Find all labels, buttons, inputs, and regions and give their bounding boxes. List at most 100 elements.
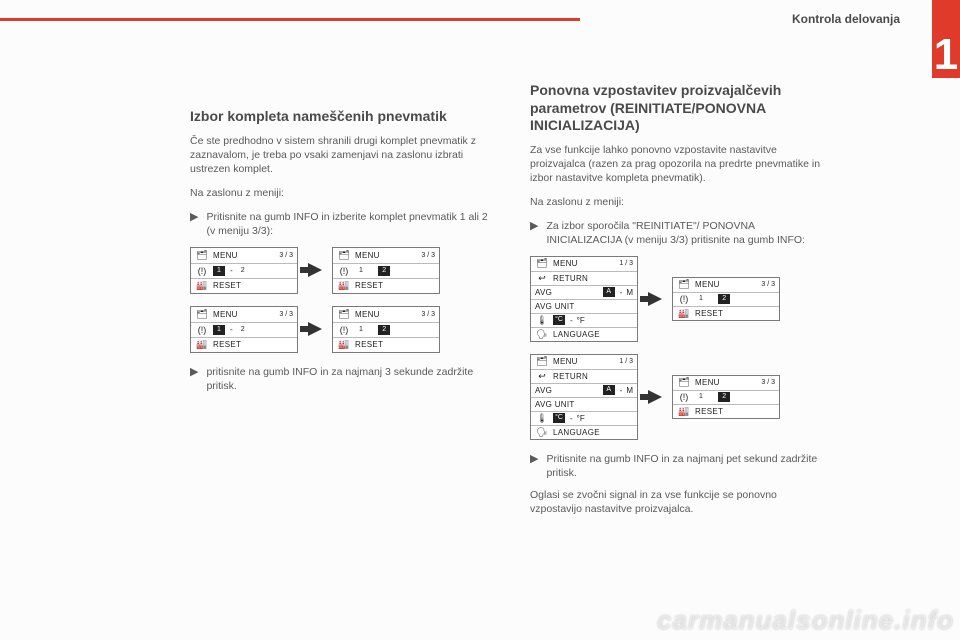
right-intro: Za vse funkcije lahko ponovno vzpostavit… [530,143,830,186]
arrow-icon [308,263,322,277]
set-1: 1 [355,266,367,276]
arrow-icon [648,292,662,306]
menu-icon: 🗂 [677,377,691,388]
factory-icon: 🏭 [677,406,691,417]
set-2: 2 [718,294,730,304]
menu-screen: 🗂MENU3 / 3 (!)1-2 🏭RESET [190,247,298,294]
tire-icon: (!) [337,265,351,276]
factory-icon: 🏭 [195,339,209,350]
right-bullet-2: ▶ Pritisnite na gumb INFO in za najmanj … [530,452,830,480]
reset-label: RESET [695,407,775,416]
right-screens: 🗂MENU1 / 3 ↩RETURN AVGA-M AVG UNIT 🌡°C-°… [530,256,830,440]
avg-m: M [626,386,633,395]
screen-row: 🗂MENU3 / 3 (!)1-2 🏭RESET 🗂MENU3 / 3 (!)1… [190,247,490,294]
set-2: 2 [378,266,390,276]
deg-f: °F [577,316,585,325]
right-column: Ponovna vzpostavitev proizvajalčevih par… [530,108,830,526]
avgunit-label: AVG UNIT [535,302,633,311]
menu-label: MENU [695,378,757,387]
menu-screen: 🗂MENU3 / 3 (!)1 2 🏭RESET [332,306,440,353]
accent-bar [0,18,580,21]
language-icon: 🗣 [535,427,549,438]
reset-label: RESET [355,281,435,290]
avg-m: M [626,288,633,297]
screen-row: 🗂MENU1 / 3 ↩RETURN AVGA-M AVG UNIT 🌡°C-°… [530,354,830,440]
menu-label: MENU [695,280,757,289]
avg-label: AVG [535,288,599,297]
menu-label: MENU [553,259,615,268]
menu-icon: 🗂 [535,356,549,367]
page-fraction: 3 / 3 [761,281,775,288]
page-fraction: 3 / 3 [761,379,775,386]
avgunit-label: AVG UNIT [535,400,633,409]
chapter-tab: 1 [932,0,960,78]
dash: - [230,266,233,275]
reset-label: RESET [213,340,293,349]
menu-screen: 🗂 MENU 3 / 3 (!) 1 2 🏭 RESET [672,277,780,321]
arrow-icon [308,322,322,336]
section-header: Kontrola delovanja [792,12,900,26]
left-lead: Na zaslonu z meniji: [190,186,490,200]
page-fraction: 3 / 3 [279,311,293,318]
bullet-icon: ▶ [530,452,538,480]
set-1: 1 [213,325,225,335]
return-icon: ↩ [535,273,549,284]
menu-label: MENU [213,310,275,319]
left-screens: 🗂 MENU 3 / 3 (!) 1 - 2 🏭 RESET 🗂 MENU 3 / 3 (!) 1… [190,247,490,353]
left-bullet-2-text: pritisnite na gumb INFO in za najmanj 3 … [206,365,490,393]
set-2: 2 [237,325,249,335]
dash: - [570,316,573,325]
tire-icon: (!) [677,294,691,305]
dash: - [620,386,623,395]
menu-screen: 🗂MENU1 / 3 ↩RETURN AVGA-M AVG UNIT 🌡°C-°… [530,354,638,440]
language-label: LANGUAGE [553,330,633,339]
page-fraction: 1 / 3 [619,260,633,267]
menu-label: MENU [213,251,275,260]
reset-label: RESET [695,309,775,318]
tire-icon: (!) [195,324,209,335]
avg-a: A [603,287,615,297]
arrow-icon [648,390,662,404]
language-label: LANGUAGE [553,428,633,437]
deg-c: °C [553,413,565,423]
menu-label: MENU [355,310,417,319]
left-bullet-1: ▶ Pritisnite na gumb INFO in izberite ko… [190,210,490,238]
menu-icon: 🗂 [677,279,691,290]
menu-screen: 🗂 MENU 3 / 3 (!) 1 2 🏭 RESET [672,375,780,419]
avg-label: AVG [535,386,599,395]
bullet-icon: ▶ [190,210,198,238]
tire-icon: (!) [337,324,351,335]
left-title: Izbor kompleta nameščenih pnevmatik [190,108,490,126]
right-bullet-1: ▶ Za izbor sporočila "REINITIATE"/ PONOV… [530,219,830,247]
temp-icon: 🌡 [535,315,549,326]
set-1: 1 [355,325,367,335]
page-fraction: 3 / 3 [279,252,293,259]
menu-screen: 🗂MENU3 / 3 (!)1-2 🏭RESET [190,306,298,353]
right-bullet-2-text: Pritisnite na gumb INFO in za najmanj pe… [546,452,830,480]
factory-icon: 🏭 [677,308,691,319]
menu-icon: 🗂 [195,309,209,320]
screen-row: 🗂MENU3 / 3 (!)1-2 🏭RESET 🗂MENU3 / 3 (!)1… [190,306,490,353]
temp-icon: 🌡 [535,413,549,424]
menu-icon: 🗂 [535,258,549,269]
dash: - [620,288,623,297]
avg-a: A [603,385,615,395]
return-label: RETURN [553,372,633,381]
dash: - [570,414,573,423]
screen-row: 🗂MENU1 / 3 ↩RETURN AVGA-M AVG UNIT 🌡°C-°… [530,256,830,342]
set-1: 1 [695,294,707,304]
deg-f: °F [577,414,585,423]
right-title: Ponovna vzpostavitev proizvajalčevih par… [530,82,830,135]
menu-label: MENU [553,357,615,366]
menu-label: MENU [355,251,417,260]
right-tail: Oglasi se zvočni signal in za vse funkci… [530,488,830,516]
factory-icon: 🏭 [195,280,209,291]
menu-icon: 🗂 [195,250,209,261]
tire-icon: (!) [677,392,691,403]
set-1: 1 [695,392,707,402]
set-2: 2 [718,392,730,402]
bullet-icon: ▶ [530,219,538,247]
factory-icon: 🏭 [337,339,351,350]
return-label: RETURN [553,274,633,283]
menu-icon: 🗂 [337,250,351,261]
